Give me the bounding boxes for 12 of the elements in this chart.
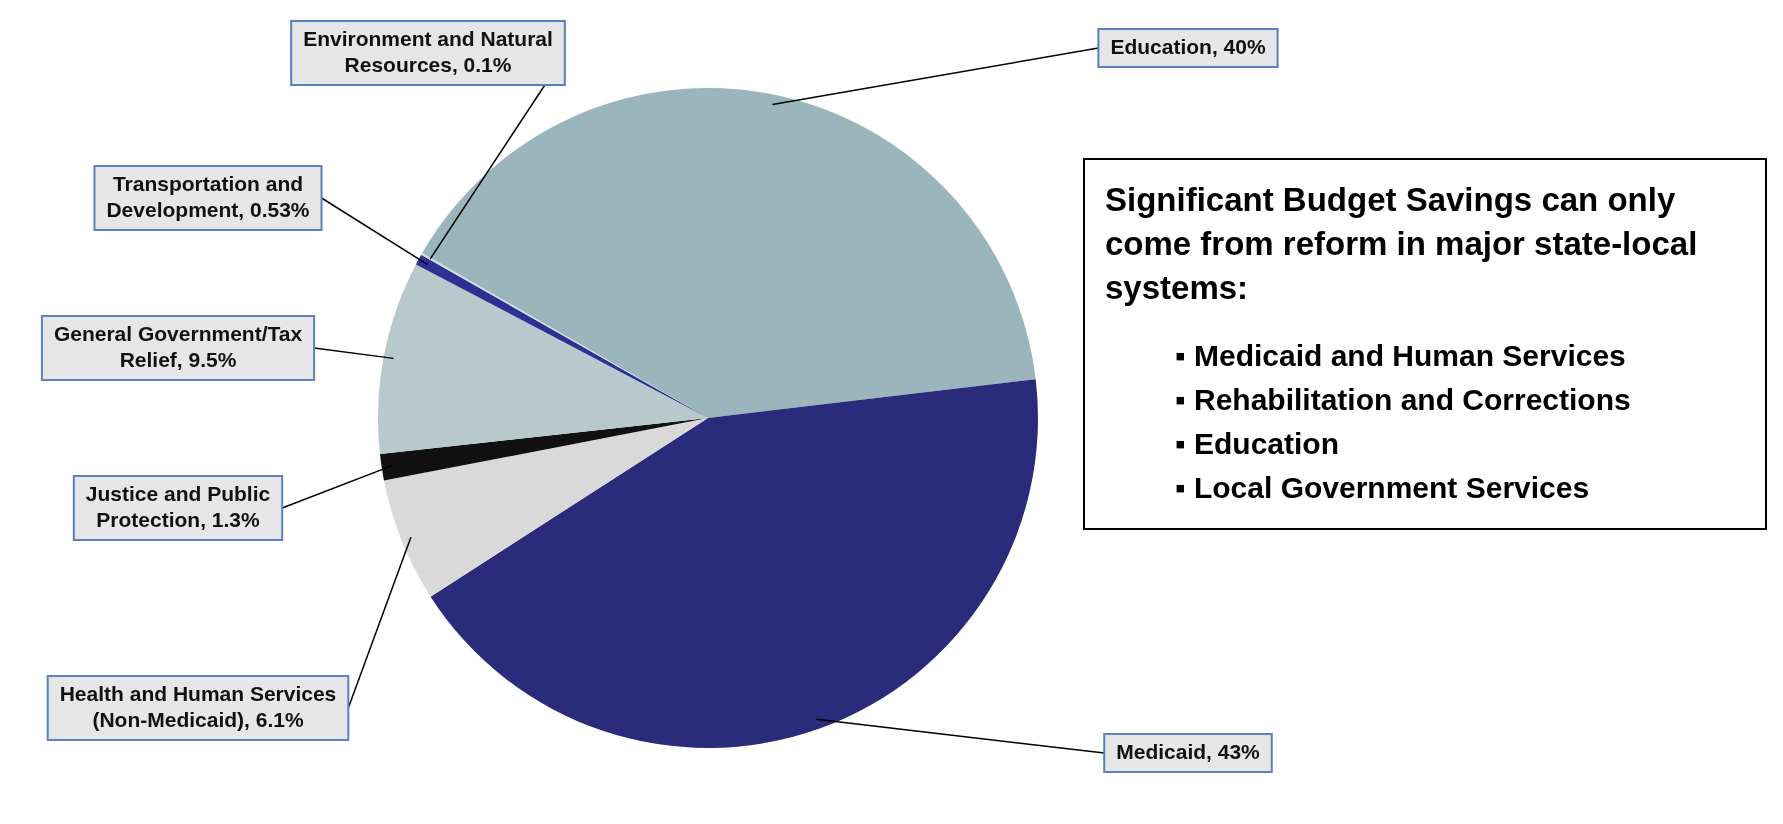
slice-label: Medicaid, 43%	[1116, 739, 1261, 763]
text: Significant Budget Savings can only come from reform in major state-local systems:	[1105, 180, 1699, 308]
text: ▪ Medicaid and Human Services	[1175, 338, 1627, 374]
slice-label: Environment and Natural Resources, 0.1%	[303, 26, 553, 76]
slice-label: Justice and Public Protection, 1.3%	[85, 481, 271, 531]
slice-label: Transportation and Development, 0.53%	[106, 171, 310, 221]
text: ▪ Local Government Services	[1175, 470, 1591, 506]
slice-label: Health and Human Services (Non-Medicaid), 6.1%	[59, 681, 337, 731]
text: ▪ Education	[1175, 426, 1340, 462]
slice-label: General Government/Tax Relief, 9.5%	[53, 321, 303, 371]
text: ▪ Rehabilitation and Corrections	[1175, 382, 1632, 418]
slice-label: Education, 40%	[1110, 34, 1266, 58]
